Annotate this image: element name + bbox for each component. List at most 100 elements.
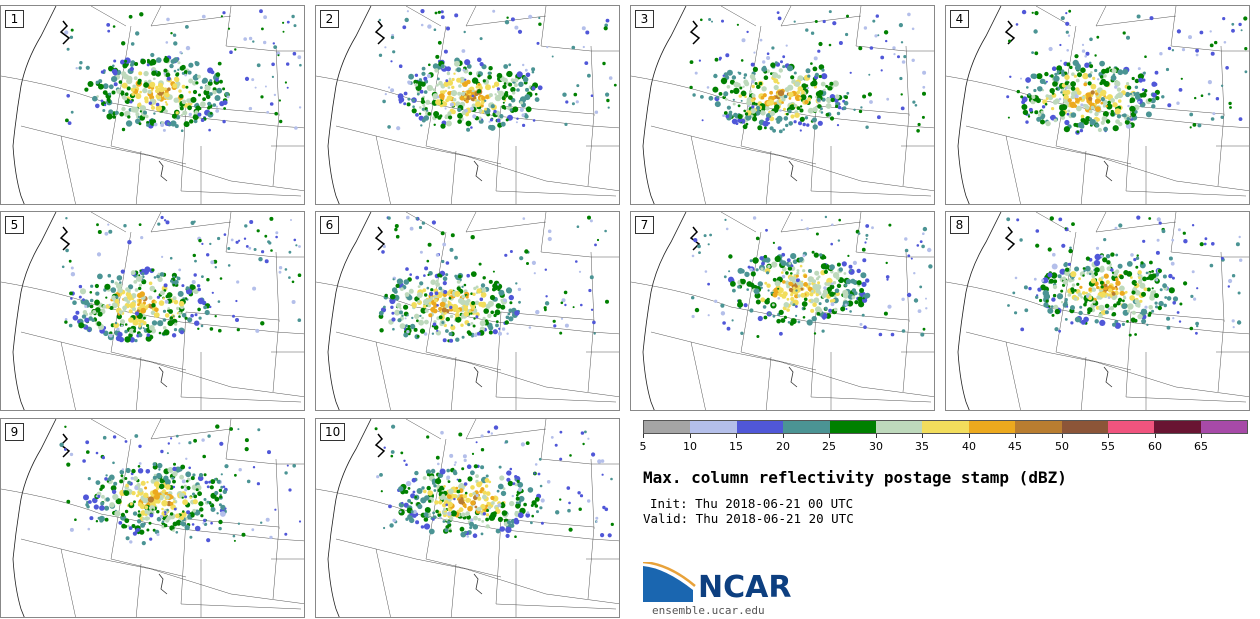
reflectivity-cell	[824, 215, 828, 219]
reflectivity-cell	[445, 261, 450, 265]
reflectivity-cell	[488, 93, 493, 98]
reflectivity-cell	[810, 31, 815, 35]
reflectivity-cell	[452, 469, 457, 474]
coastline	[957, 212, 1002, 410]
reflectivity-cell	[450, 510, 457, 517]
reflectivity-cell	[81, 314, 87, 319]
reflectivity-cell	[384, 293, 388, 298]
reflectivity-cell	[87, 81, 94, 87]
reflectivity-cell	[181, 84, 186, 89]
state-border	[110, 145, 187, 165]
coastline	[957, 6, 1002, 204]
reflectivity-cell	[758, 81, 763, 86]
reflectivity-cell	[224, 507, 227, 510]
reflectivity-cell	[1087, 73, 1093, 78]
reflectivity-cell	[516, 494, 519, 497]
reflectivity-cell	[170, 59, 176, 64]
reflectivity-cell	[484, 107, 487, 111]
reflectivity-cell	[110, 279, 115, 284]
reflectivity-cell	[137, 78, 142, 83]
reflectivity-cell	[782, 266, 787, 272]
reflectivity-cell	[136, 519, 142, 524]
reflectivity-cell	[421, 107, 425, 111]
reflectivity-cell	[70, 266, 74, 270]
reflectivity-cell	[538, 457, 542, 461]
reflectivity-cell	[886, 97, 890, 101]
reflectivity-cell	[399, 510, 402, 513]
reflectivity-cell	[1028, 107, 1033, 112]
reflectivity-cell	[187, 317, 193, 323]
reflectivity-cell	[383, 446, 386, 449]
reflectivity-cell	[183, 121, 190, 128]
reflectivity-cell	[180, 113, 184, 117]
reflectivity-cell	[424, 308, 429, 313]
reflectivity-cell	[272, 42, 275, 45]
reflectivity-cell	[795, 305, 798, 308]
reflectivity-cell	[772, 277, 777, 282]
reflectivity-cell	[181, 313, 187, 318]
reflectivity-cell	[1168, 287, 1175, 294]
reflectivity-cell	[88, 329, 91, 332]
reflectivity-cell	[528, 14, 533, 19]
reflectivity-cell	[516, 117, 519, 120]
reflectivity-cell	[1058, 217, 1063, 222]
reflectivity-cell	[90, 284, 94, 288]
reflectivity-cell	[798, 257, 803, 263]
reflectivity-cell	[174, 322, 178, 326]
state-border	[60, 341, 76, 410]
reflectivity-cell	[1051, 66, 1057, 71]
reflectivity-cell	[480, 465, 485, 470]
reflectivity-cell	[406, 215, 410, 220]
reflectivity-cell	[812, 106, 818, 113]
reflectivity-cell	[440, 64, 445, 69]
reflectivity-cell	[809, 292, 814, 297]
reflectivity-cell	[141, 281, 145, 284]
reflectivity-cell	[454, 312, 460, 318]
reflectivity-cell	[1130, 276, 1133, 279]
reflectivity-cell	[797, 294, 801, 298]
reflectivity-cell	[790, 264, 794, 267]
reflectivity-cell	[914, 104, 918, 107]
reflectivity-cell	[1134, 85, 1139, 90]
reflectivity-cell	[394, 309, 401, 316]
reflectivity-cell	[559, 457, 563, 461]
reflectivity-cell	[414, 470, 419, 476]
reflectivity-cell	[186, 510, 191, 515]
reflectivity-cell	[288, 488, 292, 492]
reflectivity-cell	[514, 310, 520, 316]
reflectivity-cell	[184, 524, 190, 531]
reflectivity-cell	[1072, 59, 1079, 66]
reflectivity-cell	[1063, 262, 1068, 268]
reflectivity-cell	[424, 495, 430, 501]
reflectivity-cell	[1109, 306, 1115, 311]
reflectivity-cell	[415, 80, 419, 84]
reflectivity-cell	[452, 97, 457, 102]
state-border	[135, 150, 142, 204]
reflectivity-cell	[191, 523, 195, 526]
reflectivity-cell	[216, 479, 221, 484]
reflectivity-cell	[129, 66, 134, 72]
reflectivity-cell	[1101, 68, 1107, 74]
colorbar-tick-label: 50	[1055, 440, 1069, 453]
reflectivity-cell	[818, 91, 821, 94]
reflectivity-cell	[162, 318, 167, 322]
reflectivity-cell	[538, 22, 542, 26]
reflectivity-cell	[402, 25, 407, 30]
reflectivity-cell	[812, 117, 817, 123]
reflectivity-cell	[689, 85, 693, 90]
reflectivity-cell	[181, 496, 184, 499]
reflectivity-cell	[206, 253, 210, 257]
reflectivity-cell	[580, 303, 583, 307]
reflectivity-cell	[1027, 113, 1030, 116]
reflectivity-cell	[469, 521, 474, 527]
reflectivity-cell	[182, 510, 185, 513]
reflectivity-cell	[102, 304, 107, 309]
reflectivity-cell	[836, 283, 842, 288]
reflectivity-cell	[400, 287, 404, 291]
reflectivity-cell	[129, 540, 133, 544]
reflectivity-cell	[493, 81, 500, 87]
reflectivity-cell	[453, 497, 456, 501]
reflectivity-cell	[219, 495, 223, 499]
reflectivity-cell	[398, 64, 403, 68]
reflectivity-cell	[139, 291, 145, 297]
